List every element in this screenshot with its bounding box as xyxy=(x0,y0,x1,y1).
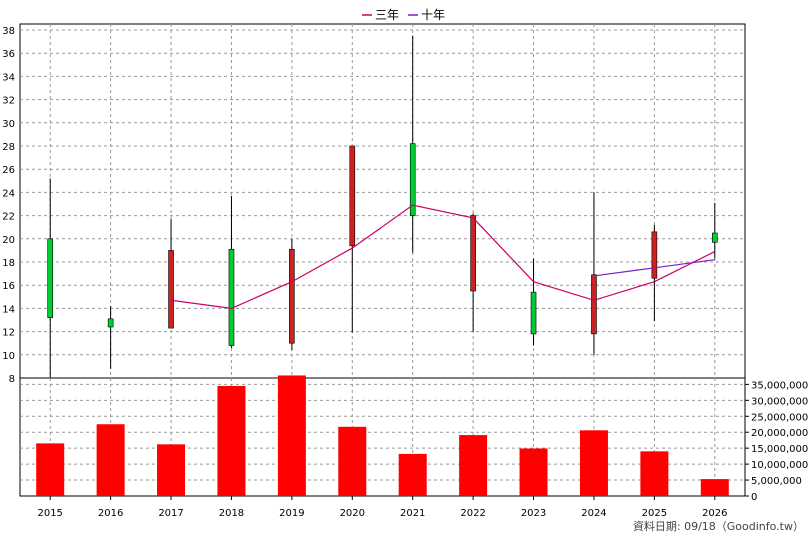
candle-body xyxy=(349,145,356,247)
volume-tick-label: 25,000,000 xyxy=(751,412,808,423)
price-tick-label: 12 xyxy=(2,328,15,339)
series-line-10yr xyxy=(593,259,715,277)
price-tick-label: 14 xyxy=(2,304,15,315)
volume-bars xyxy=(36,375,729,496)
x-tick-label: 2024 xyxy=(581,508,606,519)
volume-tick-label: 35,000,000 xyxy=(751,380,808,391)
price-tick-label: 22 xyxy=(2,212,15,223)
volume-tick-label: 10,000,000 xyxy=(751,460,808,471)
price-tick-label: 32 xyxy=(2,96,15,107)
grid xyxy=(19,23,746,497)
candle-body xyxy=(711,232,718,243)
volume-bar xyxy=(579,430,608,496)
candle-body xyxy=(530,291,537,335)
legend-label-10yr: 十年 xyxy=(421,8,445,22)
volume-tick-label: 5,000,000 xyxy=(751,476,802,487)
volume-bar xyxy=(640,451,669,496)
price-tick-label: 26 xyxy=(2,165,15,176)
x-tick-label: 2021 xyxy=(400,508,425,519)
candle-body xyxy=(168,250,174,329)
volume-tick-label: 15,000,000 xyxy=(751,444,808,455)
candle-body xyxy=(651,231,658,279)
volume-tick-label: 0 xyxy=(751,492,757,503)
price-tick-label: 36 xyxy=(2,49,15,60)
volume-tick-label: 30,000,000 xyxy=(751,396,808,407)
volume-bar xyxy=(398,453,427,496)
source-note: 資料日期: 09/18（Goodinfo.tw） xyxy=(633,519,804,533)
x-tick-label: 2019 xyxy=(279,508,304,519)
candle-body xyxy=(409,143,416,216)
volume-bar xyxy=(157,444,186,496)
price-tick-label: 18 xyxy=(2,258,15,269)
price-tick-label: 28 xyxy=(2,142,15,153)
x-tick-label: 2017 xyxy=(158,508,183,519)
x-tick-label: 2022 xyxy=(460,508,485,519)
candle-body xyxy=(470,215,476,292)
price-tick-label: 38 xyxy=(2,26,15,37)
x-tick-label: 2026 xyxy=(702,508,727,519)
volume-bar xyxy=(459,435,488,496)
x-tick-label: 2018 xyxy=(219,508,244,519)
candle-body xyxy=(591,274,597,335)
legend: 三年 十年 xyxy=(362,8,445,22)
volume-bar xyxy=(338,426,367,496)
x-tick-label: 2023 xyxy=(521,508,546,519)
candle-body xyxy=(47,238,54,318)
x-tick-label: 2020 xyxy=(340,508,365,519)
candle-body xyxy=(107,318,114,328)
price-tick-label: 20 xyxy=(2,235,15,246)
x-tick-label: 2025 xyxy=(642,508,667,519)
price-tick-label: 8 xyxy=(9,374,15,385)
volume-bar xyxy=(700,479,729,496)
volume-bar xyxy=(519,448,548,496)
volume-bar xyxy=(36,443,65,496)
volume-tick-label: 20,000,000 xyxy=(751,428,808,439)
volume-bar xyxy=(96,424,125,496)
axes: 810121416182022242628303234363805,000,00… xyxy=(2,26,808,519)
series-line-3yr xyxy=(170,204,716,310)
volume-bar xyxy=(277,375,306,496)
candle-body xyxy=(228,248,235,346)
price-tick-label: 10 xyxy=(2,351,15,362)
plot-frame xyxy=(19,23,746,497)
price-tick-label: 30 xyxy=(2,119,15,130)
candle-body xyxy=(289,248,295,344)
candles xyxy=(47,35,718,378)
volume-bar xyxy=(217,385,246,496)
price-tick-label: 24 xyxy=(2,188,15,199)
price-tick-label: 16 xyxy=(2,281,15,292)
x-tick-label: 2016 xyxy=(98,508,123,519)
legend-label-3yr: 三年 xyxy=(375,8,399,22)
price-tick-label: 34 xyxy=(2,72,15,83)
average-lines xyxy=(170,204,716,310)
x-tick-label: 2015 xyxy=(37,508,62,519)
